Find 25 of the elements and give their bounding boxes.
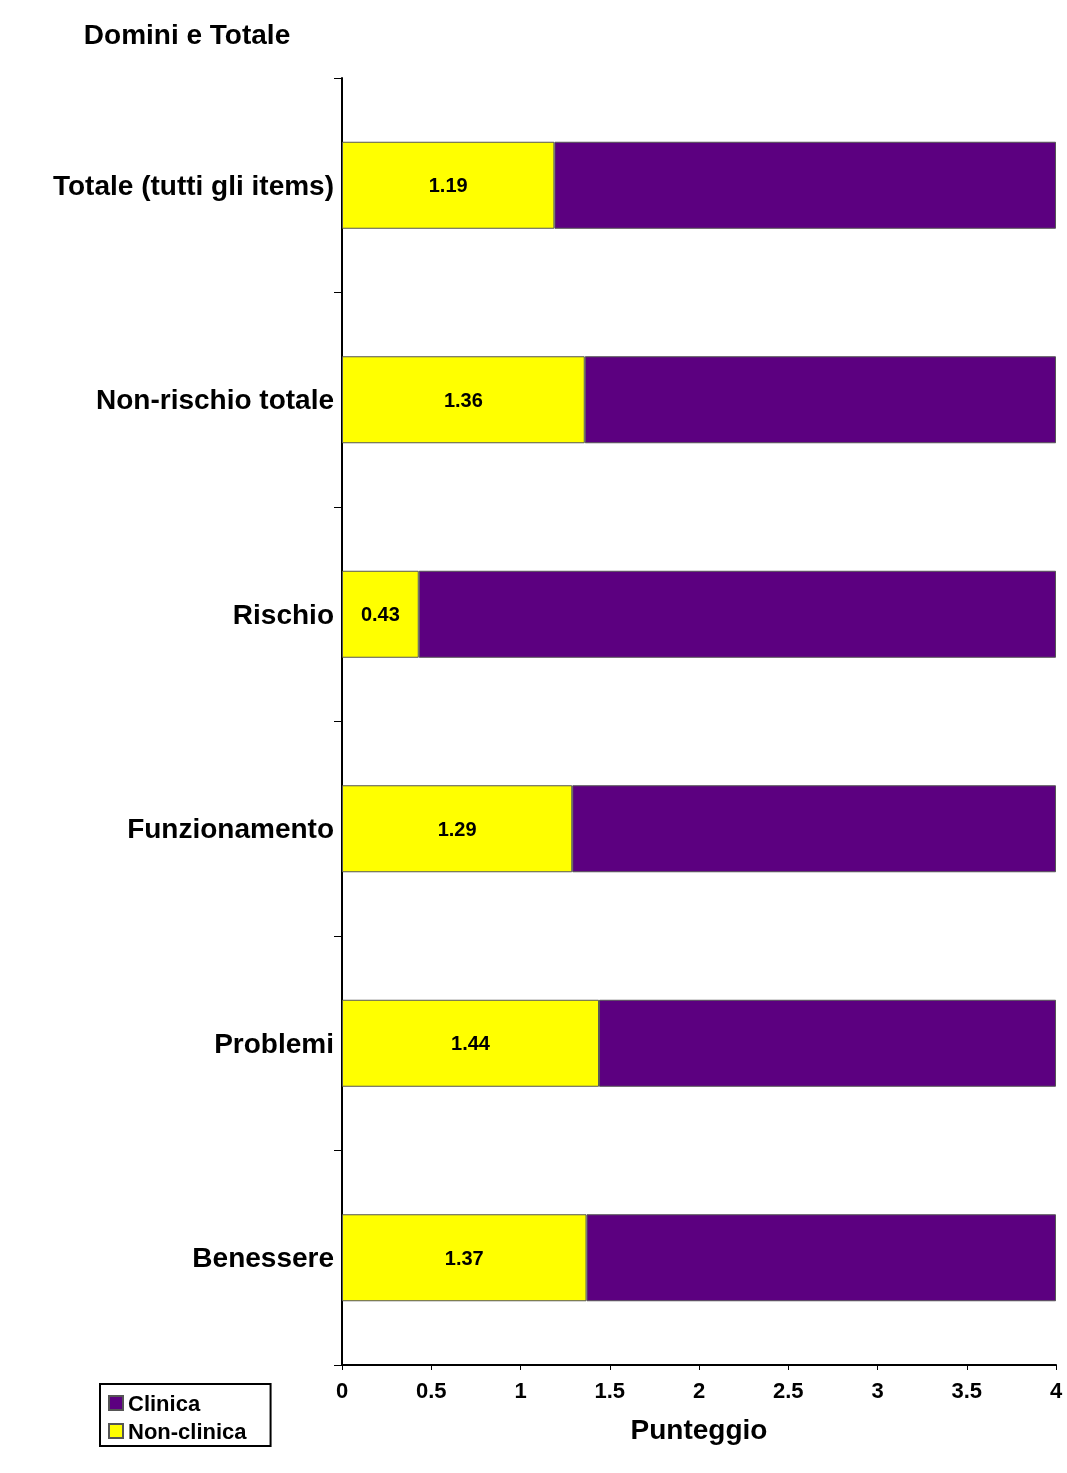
y-tick-label: Funzionamento (127, 813, 334, 845)
x-tick-label: 0 (335, 1377, 349, 1403)
x-tick-label: 3.5 (951, 1377, 983, 1403)
x-tick-label: 2 (692, 1377, 706, 1403)
x-tick-label: 0.5 (415, 1377, 447, 1403)
y-axis-title: Domini e Totale (83, 18, 291, 50)
data-label: 1.44 (451, 1032, 491, 1055)
x-tick-label: 3 (871, 1377, 884, 1403)
legend-label: Clinica (128, 1390, 201, 1416)
data-label: 1.36 (443, 388, 483, 411)
y-tick-label: Totale (tutti gli items) (52, 169, 334, 201)
data-label: 1.19 (428, 174, 468, 197)
y-tick-label: Problemi (214, 1027, 334, 1059)
y-tick-label: Rischio (232, 598, 334, 630)
x-axis-title: Punteggio (630, 1413, 768, 1445)
y-tick-label: Benessere (192, 1242, 334, 1274)
x-tick-label: 1.5 (594, 1377, 626, 1403)
data-label: 1.29 (437, 817, 477, 840)
y-tick-label: Non-rischio totale (95, 384, 334, 416)
data-label: 0.43 (360, 603, 400, 626)
x-tick-label: 2.5 (772, 1377, 804, 1403)
x-tick-label: 4 (1049, 1377, 1063, 1403)
data-label: 1.37 (444, 1246, 484, 1269)
x-tick-label: 1 (514, 1377, 527, 1403)
legend-label: Non-clinica (128, 1418, 248, 1444)
